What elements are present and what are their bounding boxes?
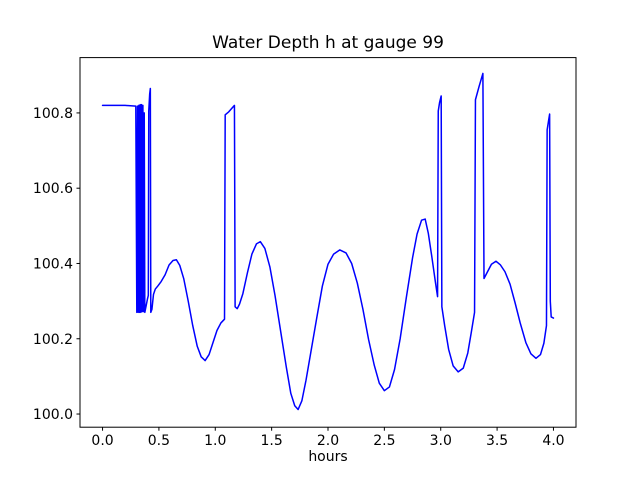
y-tick-label: 100.6: [33, 181, 73, 197]
x-tick-label: 3.5: [486, 433, 508, 449]
y-tick-label: 100.2: [33, 332, 73, 348]
x-tick-label: 0.0: [91, 433, 113, 449]
axes-frame: [79, 57, 577, 428]
y-tick-label: 100.8: [33, 106, 73, 122]
x-tick-label: 1.5: [261, 433, 283, 449]
x-tick-label: 2.0: [317, 433, 339, 449]
chart-title: Water Depth h at gauge 99: [212, 33, 444, 53]
x-tick-label: 0.5: [148, 433, 170, 449]
x-tick-label: 1.0: [204, 433, 226, 449]
depth-line: [101, 72, 555, 411]
x-tick-label: 3.0: [430, 433, 452, 449]
x-tick-label: 4.0: [542, 433, 564, 449]
y-tick-label: 100.4: [33, 256, 73, 272]
y-tick-label: 100.0: [33, 407, 73, 423]
x-tick-label: 2.5: [373, 433, 395, 449]
x-axis-label: hours: [308, 449, 348, 465]
